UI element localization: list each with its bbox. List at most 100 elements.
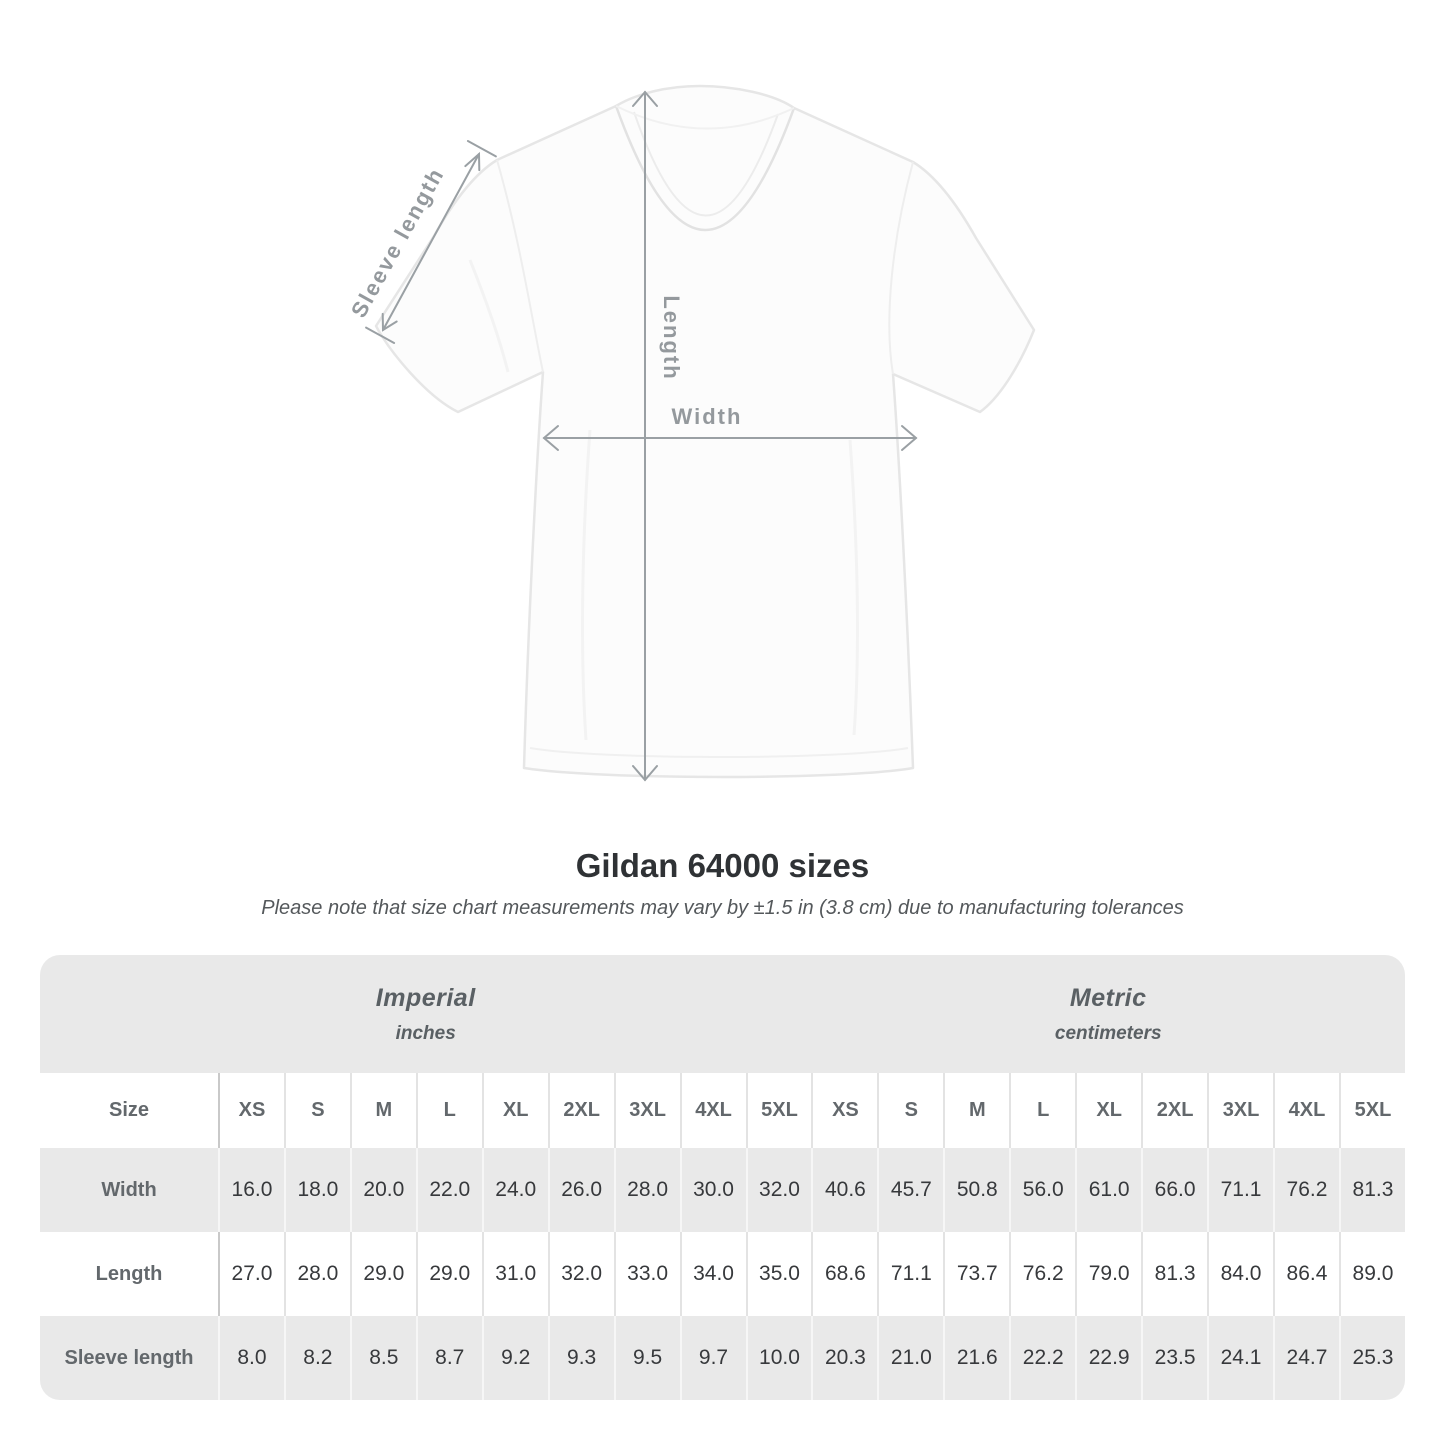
size-col: XS <box>218 1073 284 1148</box>
value-cell: 29.0 <box>349 1232 416 1316</box>
value-cell: 86.4 <box>1273 1232 1339 1316</box>
value-cell: 24.1 <box>1207 1316 1273 1400</box>
value-cell: 50.8 <box>943 1148 1009 1232</box>
value-cell: 71.1 <box>1207 1148 1273 1232</box>
value-cell: 61.0 <box>1075 1148 1141 1232</box>
length-row: Length 27.0 28.0 29.0 29.0 31.0 32.0 33.… <box>40 1232 1405 1316</box>
size-header: Size <box>108 1099 150 1121</box>
value-cell: 10.0 <box>745 1316 812 1400</box>
size-col: XL <box>481 1073 548 1148</box>
value-cell: 56.0 <box>1009 1148 1075 1232</box>
value-cell: 68.6 <box>811 1232 877 1316</box>
imperial-unit-label: inches <box>395 1022 456 1044</box>
size-col: L <box>1009 1073 1075 1148</box>
metric-header: Metric centimeters <box>811 955 1405 1073</box>
sleeve-length-row: Sleeve length 8.0 8.2 8.5 8.7 9.2 9.3 9.… <box>40 1316 1405 1400</box>
page-title: Gildan 64000 sizes <box>575 847 870 884</box>
value-cell: 29.0 <box>415 1232 482 1316</box>
value-cell: 8.7 <box>415 1316 482 1400</box>
value-cell: 21.0 <box>877 1316 943 1400</box>
size-col: XS <box>811 1073 877 1148</box>
value-cell: 22.9 <box>1075 1316 1141 1400</box>
value-cell: 28.0 <box>283 1232 350 1316</box>
imperial-label: Imperial <box>375 983 476 1012</box>
value-cell: 89.0 <box>1338 1232 1405 1316</box>
value-cell: 79.0 <box>1075 1232 1141 1316</box>
value-cell: 73.7 <box>943 1232 1009 1316</box>
value-cell: 8.5 <box>349 1316 416 1400</box>
value-cell: 9.7 <box>679 1316 746 1400</box>
value-cell: 21.6 <box>943 1316 1009 1400</box>
size-col: 3XL <box>1207 1073 1273 1148</box>
value-cell: 35.0 <box>745 1232 812 1316</box>
size-header-row: Size XS S M L XL 2XL 3XL 4XL 5XL XS S M … <box>40 1073 1405 1148</box>
row-label: Width <box>101 1178 157 1201</box>
value-cell: 16.0 <box>218 1148 284 1232</box>
value-cell: 84.0 <box>1207 1232 1273 1316</box>
size-col: M <box>349 1073 416 1148</box>
value-cell: 33.0 <box>613 1232 680 1316</box>
length-arrow <box>632 90 658 782</box>
value-cell: 9.2 <box>481 1316 548 1400</box>
size-col: M <box>943 1073 1009 1148</box>
imperial-header: Imperial inches <box>40 955 811 1073</box>
value-cell: 20.0 <box>349 1148 416 1232</box>
value-cell: 81.3 <box>1338 1148 1405 1232</box>
value-cell: 27.0 <box>218 1232 284 1316</box>
sleeve-length-arrow <box>365 140 497 344</box>
value-cell: 34.0 <box>679 1232 746 1316</box>
size-col: L <box>415 1073 482 1148</box>
value-cell: 81.3 <box>1141 1232 1207 1316</box>
size-col: 2XL <box>547 1073 614 1148</box>
value-cell: 76.2 <box>1009 1232 1075 1316</box>
size-col: 4XL <box>1273 1073 1339 1148</box>
value-cell: 24.0 <box>481 1148 548 1232</box>
row-label: Sleeve length <box>64 1346 194 1369</box>
tolerance-note: Please note that size chart measurements… <box>261 897 1184 919</box>
metric-unit-label: centimeters <box>1054 1022 1162 1044</box>
size-col: 3XL <box>613 1073 680 1148</box>
size-table: Imperial inches Metric centimeters Size … <box>40 955 1405 1400</box>
size-col: S <box>877 1073 943 1148</box>
value-cell: 18.0 <box>283 1148 350 1232</box>
value-cell: 23.5 <box>1141 1316 1207 1400</box>
size-col: 4XL <box>679 1073 746 1148</box>
value-cell: 22.0 <box>415 1148 482 1232</box>
value-cell: 76.2 <box>1273 1148 1339 1232</box>
value-cell: 20.3 <box>811 1316 877 1400</box>
value-cell: 71.1 <box>877 1232 943 1316</box>
value-cell: 32.0 <box>547 1232 614 1316</box>
value-cell: 26.0 <box>547 1148 614 1232</box>
value-cell: 9.3 <box>547 1316 614 1400</box>
width-arrow <box>542 425 918 451</box>
value-cell: 66.0 <box>1141 1148 1207 1232</box>
value-cell: 40.6 <box>811 1148 877 1232</box>
value-cell: 22.2 <box>1009 1316 1075 1400</box>
metric-label: Metric <box>1069 983 1147 1012</box>
value-cell: 25.3 <box>1338 1316 1405 1400</box>
value-cell: 31.0 <box>481 1232 548 1316</box>
length-label: Length <box>659 295 684 380</box>
size-col: S <box>283 1073 350 1148</box>
row-label: Length <box>95 1262 163 1285</box>
value-cell: 28.0 <box>613 1148 680 1232</box>
size-col: XL <box>1075 1073 1141 1148</box>
size-col: 5XL <box>745 1073 812 1148</box>
size-col: 2XL <box>1141 1073 1207 1148</box>
tshirt-diagram: Sleeve length Length Width <box>346 84 1036 782</box>
value-cell: 30.0 <box>679 1148 746 1232</box>
value-cell: 24.7 <box>1273 1316 1339 1400</box>
value-cell: 9.5 <box>613 1316 680 1400</box>
tshirt-illustration <box>374 84 1036 779</box>
value-cell: 45.7 <box>877 1148 943 1232</box>
width-label: Width <box>672 404 743 429</box>
value-cell: 8.0 <box>218 1316 284 1400</box>
size-table-container: Imperial inches Metric centimeters Size … <box>40 955 1405 1400</box>
unit-header-row: Imperial inches Metric centimeters <box>40 955 1405 1073</box>
value-cell: 32.0 <box>745 1148 812 1232</box>
value-cell: 8.2 <box>283 1316 350 1400</box>
measurement-arrows <box>365 90 918 782</box>
width-row: Width 16.0 18.0 20.0 22.0 24.0 26.0 28.0… <box>40 1148 1405 1232</box>
size-col: 5XL <box>1338 1073 1405 1148</box>
